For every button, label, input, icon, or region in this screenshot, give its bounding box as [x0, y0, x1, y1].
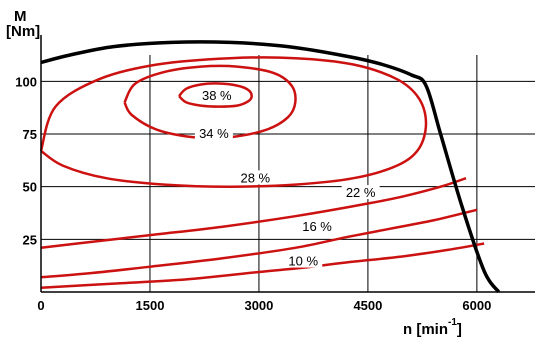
contour-28-percent — [39, 56, 428, 188]
tick-labels: 0 1500 3000 4500 6000 25 50 75 100 — [15, 74, 491, 313]
y-axis-label-symbol: M — [14, 8, 27, 25]
contour-label-bg-38 — [197, 88, 236, 103]
y-tick-label-100: 100 — [15, 74, 37, 89]
contour-label-bg-28 — [236, 170, 275, 185]
contour-38-percent — [178, 82, 253, 108]
y-axis-label-unit: [Nm] — [6, 23, 40, 40]
y-tick-label-75: 75 — [23, 127, 37, 142]
contour-label-bg-10 — [284, 253, 323, 268]
contour-label-38-percent: 38 % — [202, 88, 232, 103]
x-axis-label: n [min-1] — [403, 317, 462, 338]
torque-limit-curve — [40, 40, 501, 294]
max-torque-curve — [40, 40, 501, 294]
x-axis-label-end: ] — [457, 321, 462, 338]
contour-label-bg-16 — [298, 218, 337, 233]
contour-label-34-percent: 34 % — [199, 126, 229, 141]
efficiency-contours — [39, 56, 485, 290]
contour-label-bg-34 — [194, 126, 233, 141]
contour-label-bg-22 — [341, 185, 380, 200]
axes — [40, 35, 535, 293]
contour-16-percent — [40, 208, 478, 279]
x-tick-label-1500: 1500 — [136, 298, 165, 313]
contour-22-percent — [40, 177, 467, 250]
x-tick-label-0: 0 — [37, 298, 44, 313]
x-tick-label-3000: 3000 — [244, 298, 273, 313]
x-axis-label-exponent: -1 — [448, 317, 457, 328]
x-tick-label-4500: 4500 — [353, 298, 382, 313]
x-tick-label-6000: 6000 — [462, 298, 491, 313]
y-tick-label-50: 50 — [23, 180, 37, 195]
contour-labels: 38 % 34 % 28 % 22 % 16 % 10 % — [194, 88, 380, 269]
contour-label-22-percent: 22 % — [346, 185, 376, 200]
contour-label-16-percent: 16 % — [302, 219, 332, 234]
contour-10-percent — [40, 242, 485, 290]
x-axis-label-main: n [min — [403, 321, 448, 338]
contour-label-10-percent: 10 % — [288, 254, 318, 269]
y-tick-label-25: 25 — [23, 232, 37, 247]
contour-label-28-percent: 28 % — [240, 170, 270, 185]
contour-34-percent — [123, 64, 297, 140]
